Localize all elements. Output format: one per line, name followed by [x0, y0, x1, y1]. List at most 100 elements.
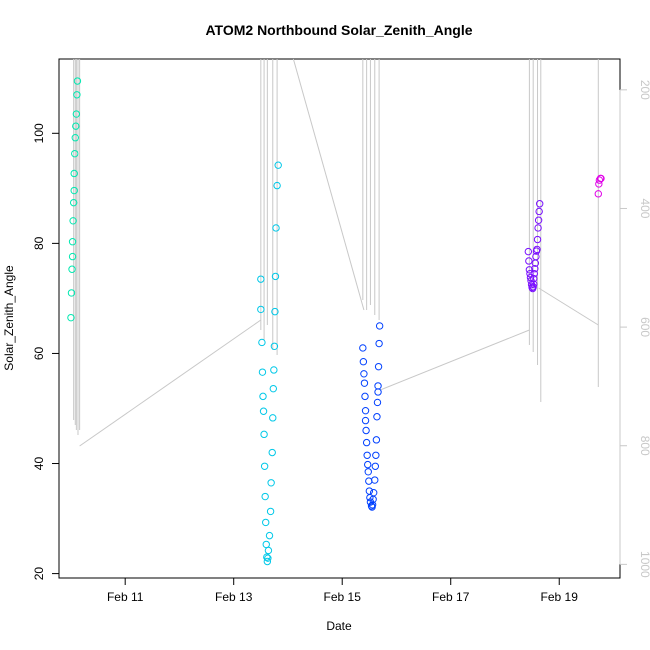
data-point — [532, 252, 540, 261]
data-point — [373, 413, 381, 421]
data-point — [533, 235, 542, 244]
data-point — [70, 186, 78, 195]
data-point — [263, 553, 271, 561]
data-point — [262, 518, 270, 527]
plot-frame — [58, 58, 621, 579]
chart-title: ATOM2 Northbound Solar_Zenith_Angle — [205, 22, 472, 38]
data-point — [268, 448, 276, 457]
data-point — [271, 307, 279, 316]
data-point — [361, 416, 370, 425]
data-point — [373, 398, 382, 407]
data-point — [71, 149, 79, 158]
data-point — [257, 305, 265, 314]
data-point — [361, 406, 370, 415]
data-point — [70, 169, 78, 178]
data-point — [534, 224, 542, 232]
grey-line-series — [73, 58, 599, 447]
data-point — [72, 110, 81, 118]
x-tick-label: Feb 13 — [215, 590, 253, 604]
data-point — [362, 426, 370, 435]
data-point — [365, 477, 373, 485]
data-point — [534, 216, 543, 224]
data-point — [359, 358, 368, 366]
data-point — [269, 414, 277, 422]
data-point — [264, 554, 272, 562]
data-point — [368, 501, 377, 509]
data-point — [261, 492, 269, 501]
data-point — [364, 468, 372, 476]
data-point — [71, 134, 79, 142]
x-tick-label: Feb 17 — [432, 590, 470, 604]
y2-tick-label: 800 — [638, 436, 650, 456]
data-point — [524, 247, 533, 256]
x-tick-label: Feb 19 — [541, 590, 579, 604]
y-axis-label: Solar_Zenith_Angle — [2, 265, 16, 371]
grey-trace-connector — [380, 329, 530, 391]
data-point — [69, 198, 78, 207]
data-point — [374, 382, 382, 390]
data-point — [525, 266, 534, 274]
data-point — [274, 161, 282, 169]
data-point — [375, 322, 384, 330]
x-axis: Feb 11 Feb 13 Feb 15 Feb 17 Feb 19 — [107, 577, 579, 604]
data-point — [362, 438, 371, 447]
x-tick-label: Feb 11 — [107, 590, 144, 604]
data-point — [73, 91, 81, 99]
data-point — [530, 269, 538, 278]
y-tick-label: 20 — [32, 567, 46, 581]
data-point — [533, 245, 541, 254]
data-point — [360, 370, 368, 378]
data-point — [531, 264, 539, 273]
data-point — [374, 388, 382, 396]
data-point — [369, 488, 378, 497]
data-point — [257, 275, 265, 283]
data-point — [272, 224, 280, 232]
data-point — [363, 451, 371, 459]
data-point — [273, 181, 281, 190]
y-tick-label: 80 — [32, 236, 46, 250]
data-point — [594, 190, 602, 198]
data-point — [529, 283, 537, 291]
data-point — [258, 338, 266, 347]
data-point — [375, 339, 383, 348]
y-tick-label: 100 — [32, 123, 46, 143]
data-point — [271, 272, 280, 281]
data-point — [67, 313, 75, 322]
y-axis: 20 40 60 80 100 — [32, 123, 60, 581]
data-point — [259, 392, 267, 401]
data-point — [374, 362, 383, 371]
data-point — [266, 507, 275, 516]
data-point — [68, 265, 76, 273]
data-point — [72, 122, 80, 130]
data-point — [526, 273, 535, 282]
data-point — [260, 462, 269, 470]
x-axis-label: Date — [326, 619, 352, 633]
data-point — [372, 436, 381, 444]
y2-tick-label: 600 — [638, 317, 650, 337]
data-point — [67, 289, 76, 297]
data-point — [595, 176, 604, 184]
data-point — [597, 174, 605, 183]
grey-trace-connector — [538, 287, 599, 326]
data-point — [530, 280, 538, 288]
data-points — [67, 77, 605, 566]
data-point — [260, 430, 268, 439]
data-point — [360, 379, 369, 387]
data-point — [269, 384, 278, 393]
y2-axis: 200 400 600 800 1000 — [619, 80, 650, 578]
grey-trace-connector — [79, 319, 262, 447]
data-point — [265, 531, 274, 540]
data-point — [68, 238, 77, 246]
data-point — [525, 257, 533, 265]
y2-tick-label: 400 — [638, 198, 650, 218]
data-point — [526, 269, 534, 278]
data-point — [267, 479, 275, 487]
data-point — [365, 487, 374, 495]
y2-tick-label: 1000 — [638, 551, 650, 578]
data-point — [264, 546, 273, 555]
data-point — [371, 476, 379, 484]
data-point — [258, 368, 267, 376]
data-point — [364, 460, 372, 469]
data-point — [372, 451, 380, 459]
